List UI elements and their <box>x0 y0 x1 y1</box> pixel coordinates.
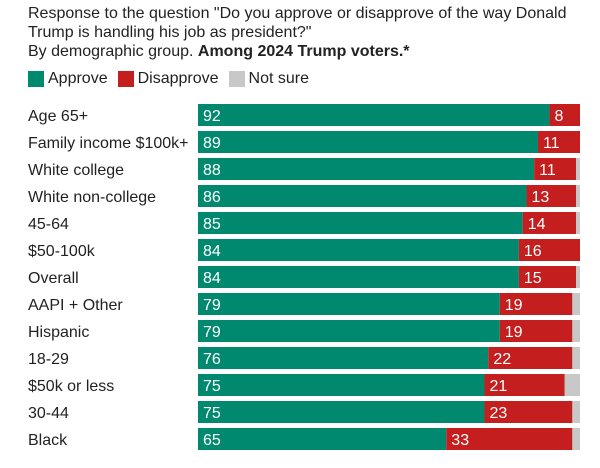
legend-swatch <box>28 71 44 87</box>
chart-subtitle: By demographic group. Among 2024 Trump v… <box>28 42 410 61</box>
legend-not-sure: Not sure <box>228 70 309 88</box>
data-label: 75 <box>203 378 221 395</box>
bar-approve <box>198 104 550 126</box>
category-label: Hispanic <box>28 324 89 341</box>
data-label: 22 <box>493 351 511 368</box>
data-label: 14 <box>528 216 546 233</box>
data-label: 15 <box>524 270 542 287</box>
data-label: 76 <box>203 351 221 368</box>
data-label: 92 <box>203 108 221 125</box>
bar-not-sure <box>576 158 580 180</box>
bar-approve <box>198 374 485 396</box>
data-label: 8 <box>554 108 563 125</box>
bar-not-sure <box>572 293 580 315</box>
bar-approve <box>198 212 523 234</box>
data-label: 11 <box>539 162 556 179</box>
legend: Approve Disapprove Not sure <box>28 70 309 88</box>
bar-disapprove <box>518 239 580 261</box>
data-label: 33 <box>451 432 469 449</box>
data-label: 89 <box>203 135 221 152</box>
legend-label: Disapprove <box>137 70 219 87</box>
data-label: 16 <box>524 243 542 260</box>
bar-approve <box>198 266 519 288</box>
legend-label: Not sure <box>248 70 309 87</box>
legend-swatch <box>117 71 134 87</box>
bar-not-sure <box>572 428 580 450</box>
data-label: 21 <box>490 378 508 395</box>
bar-disapprove <box>484 374 565 396</box>
category-label: $50-100k <box>28 243 96 260</box>
category-label: 30-44 <box>28 405 69 422</box>
legend-disapprove: Disapprove <box>117 70 219 88</box>
data-label: 85 <box>203 216 221 233</box>
data-label: 13 <box>532 189 550 206</box>
bar-approve <box>198 158 535 180</box>
bar-approve <box>198 320 500 342</box>
bar-approve <box>198 131 538 153</box>
bar-not-sure <box>576 212 580 234</box>
data-label: 19 <box>505 297 523 314</box>
category-label: Black <box>28 432 68 449</box>
bar-disapprove <box>446 428 573 450</box>
data-label: 65 <box>203 432 221 449</box>
bar-not-sure <box>572 401 580 423</box>
category-label: Overall <box>28 270 79 287</box>
subtitle-text: By demographic group. <box>28 43 194 60</box>
category-label: White college <box>28 162 124 179</box>
bar-disapprove <box>488 347 573 369</box>
category-label: 45-64 <box>28 216 69 233</box>
bar-approve <box>198 239 519 261</box>
data-label: 88 <box>203 162 221 179</box>
category-label: Family income $100k+ <box>28 135 189 152</box>
bar-not-sure <box>564 374 580 396</box>
bar-approve <box>198 185 527 207</box>
legend-swatch <box>228 71 245 87</box>
category-label: AAPI + Other <box>28 297 123 314</box>
bar-not-sure <box>572 347 580 369</box>
data-label: 19 <box>505 324 523 341</box>
bar-approve <box>198 428 447 450</box>
category-label: 18-29 <box>28 351 69 368</box>
data-label: 84 <box>203 243 221 260</box>
subtitle-bold: Among 2024 Trump voters.* <box>197 43 410 60</box>
bar-not-sure <box>576 266 580 288</box>
bar-disapprove <box>522 212 577 234</box>
legend-approve: Approve <box>28 70 108 88</box>
bar-disapprove <box>526 185 577 207</box>
bar-not-sure <box>572 320 580 342</box>
category-label: White non-college <box>28 189 156 206</box>
bar-disapprove <box>499 320 573 342</box>
bar-not-sure <box>576 185 580 207</box>
bar-disapprove <box>499 293 573 315</box>
bar-disapprove <box>518 266 577 288</box>
data-label: 86 <box>203 189 221 206</box>
legend-label: Approve <box>48 70 108 87</box>
data-label: 23 <box>490 405 508 422</box>
bar-disapprove <box>484 401 573 423</box>
data-label: 84 <box>203 270 221 287</box>
chart-title: Response to the question "Do you approve… <box>28 5 567 41</box>
data-label: 75 <box>203 405 221 422</box>
bar-disapprove <box>549 104 580 126</box>
category-label: $50k or less <box>28 378 114 395</box>
bar-approve <box>198 401 485 423</box>
data-label: 11 <box>543 135 560 152</box>
data-label: 79 <box>203 297 221 314</box>
data-label: 79 <box>203 324 221 341</box>
bar-approve <box>198 293 500 315</box>
category-label: Age 65+ <box>28 108 88 125</box>
bar-disapprove <box>534 158 577 180</box>
bar-approve <box>198 347 489 369</box>
bar-disapprove <box>537 131 580 153</box>
